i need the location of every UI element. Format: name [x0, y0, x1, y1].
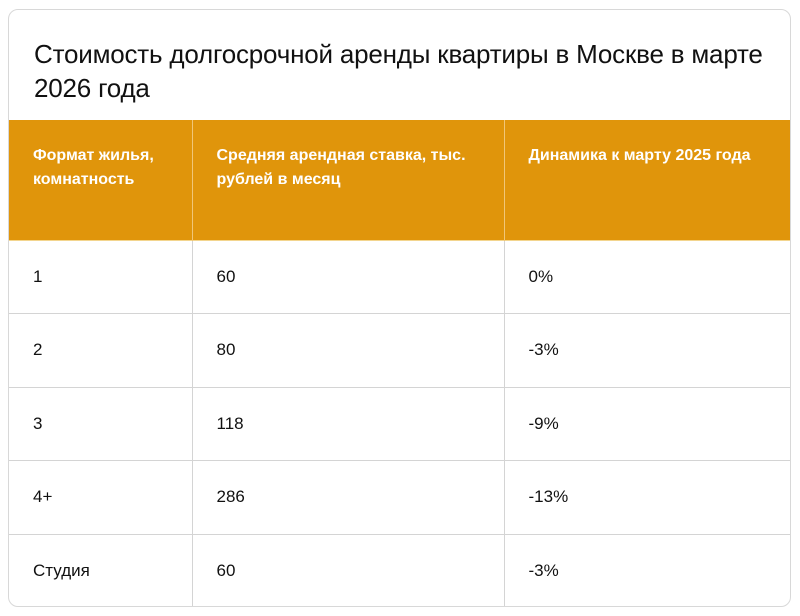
header-format: Формат жилья, комнатность: [9, 120, 193, 240]
rent-table-card: Стоимость долгосрочной аренды квартиры в…: [8, 9, 791, 607]
cell-rate: 286: [192, 460, 505, 534]
page-title: Стоимость долгосрочной аренды квартиры в…: [34, 39, 763, 103]
table-row: 4+ 286 -13%: [9, 460, 790, 534]
cell-dynamics: -9%: [504, 386, 790, 461]
cell-format: 1: [9, 239, 193, 314]
table-row: 1 60 0%: [9, 239, 790, 314]
cell-rate: 80: [192, 313, 505, 387]
rent-table: Формат жилья, комнатность Средняя арендн…: [9, 120, 790, 606]
cell-rate: 60: [192, 239, 505, 314]
table-row: 2 80 -3%: [9, 313, 790, 387]
header-avg-rate: Средняя арендная ставка, тыс. рублей в м…: [192, 120, 505, 240]
cell-dynamics: -3%: [504, 533, 790, 606]
cell-format: 2: [9, 313, 193, 387]
cell-dynamics: -3%: [504, 313, 790, 387]
cell-format: 4+: [9, 460, 193, 534]
cell-dynamics: -13%: [504, 460, 790, 534]
cell-format: Студия: [9, 533, 193, 606]
cell-rate: 60: [192, 533, 505, 606]
cell-dynamics: 0%: [504, 239, 790, 314]
header-dynamics: Динамика к марту 2025 года: [504, 120, 790, 240]
table-row: 3 118 -9%: [9, 386, 790, 461]
cell-format: 3: [9, 386, 193, 461]
table-row: Студия 60 -3%: [9, 533, 790, 606]
cell-rate: 118: [192, 386, 505, 461]
table-header-row: Формат жилья, комнатность Средняя арендн…: [9, 120, 790, 240]
